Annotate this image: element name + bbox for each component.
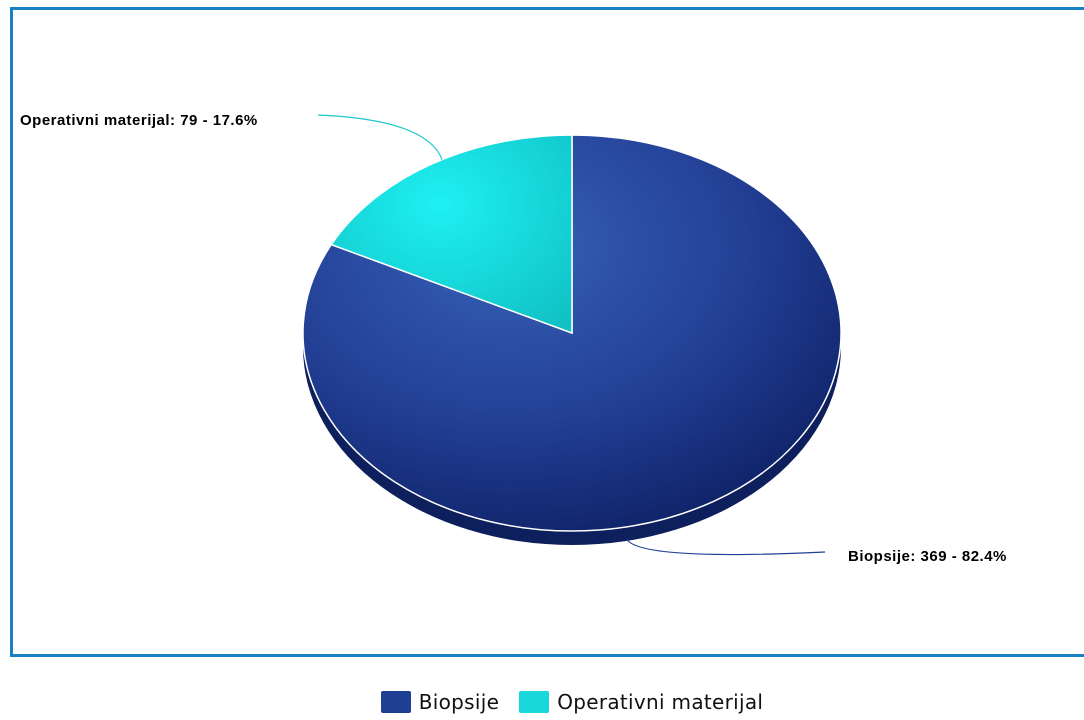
pie-chart: Biopsije: 369 - 82.4% Operativni materij… xyxy=(20,112,1007,565)
legend-swatch-operativni-materijal xyxy=(519,691,550,713)
legend-item-biopsije[interactable]: Biopsije xyxy=(380,690,500,714)
legend-item-operativni-materijal[interactable]: Operativni materijal xyxy=(519,690,763,714)
leader-line-biopsije xyxy=(625,538,826,556)
leader-line-operativni-materijal xyxy=(317,114,443,160)
legend: Biopsije Operativni materijal xyxy=(0,690,1084,714)
data-label-operativni-materijal: Operativni materijal: 79 - 17.6% xyxy=(20,112,258,129)
legend-swatch-biopsije xyxy=(380,691,411,713)
legend-label-biopsije: Biopsije xyxy=(418,690,500,714)
pie-slices xyxy=(302,134,842,532)
pie-leaders xyxy=(317,114,826,556)
legend-label-operativni-materijal: Operativni materijal xyxy=(557,690,764,714)
data-label-biopsije: Biopsije: 369 - 82.4% xyxy=(848,548,1007,565)
pie-slice-operativni-materijal[interactable] xyxy=(330,134,573,335)
